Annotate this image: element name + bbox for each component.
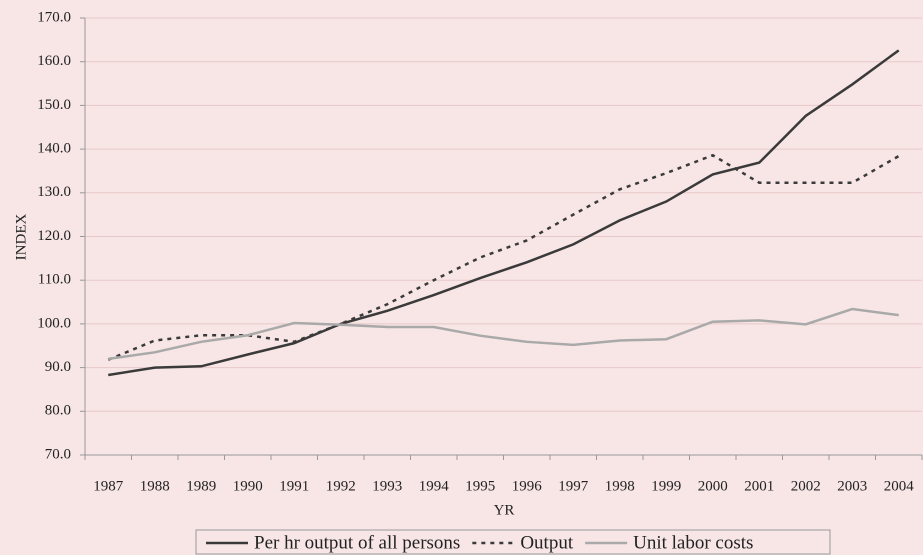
- x-tick-label: 2004: [884, 478, 915, 494]
- y-tick-label: 140.0: [37, 141, 71, 157]
- y-tick-label: 80.0: [45, 403, 71, 419]
- legend-label: Unit labor costs: [633, 532, 753, 553]
- x-tick-label: 1990: [233, 478, 263, 494]
- y-tick-label: 170.0: [37, 9, 71, 25]
- y-tick-label: 70.0: [45, 446, 71, 462]
- x-tick-label: 1988: [140, 478, 170, 494]
- series-line: [108, 49, 900, 377]
- y-tick-label: 150.0: [37, 97, 71, 113]
- series-line: [107, 153, 900, 361]
- x-tick-label: 1994: [419, 478, 450, 494]
- x-tick-label: 1999: [651, 478, 681, 494]
- x-tick-label: 1995: [465, 478, 495, 494]
- x-tick-label: 1998: [605, 478, 635, 494]
- y-axis-title: INDEX: [13, 214, 29, 261]
- y-tick-label: 100.0: [37, 315, 71, 331]
- y-tick-label: 130.0: [37, 184, 71, 200]
- series-line: [108, 307, 899, 361]
- legend-label: Output: [520, 532, 574, 553]
- legend-box: [195, 529, 831, 555]
- x-tick-label: 2002: [791, 478, 821, 494]
- x-tick-label: 1996: [512, 478, 543, 494]
- x-tick-label: 2001: [744, 478, 774, 494]
- x-tick-label: 1989: [186, 478, 216, 494]
- x-tick-label: 2003: [837, 478, 867, 494]
- legend-label: Per hr output of all persons: [254, 532, 460, 553]
- x-axis-title: YR: [494, 502, 515, 518]
- y-tick-label: 110.0: [38, 272, 71, 288]
- y-tick-label: 120.0: [37, 228, 71, 244]
- x-tick-label: 1992: [326, 478, 356, 494]
- x-tick-label: 1997: [558, 478, 589, 494]
- y-tick-label: 90.0: [45, 359, 71, 375]
- x-tick-label: 1993: [372, 478, 402, 494]
- y-tick-label: 160.0: [37, 53, 71, 69]
- x-tick-label: 1987: [93, 478, 124, 494]
- x-tick-label: 1991: [279, 478, 309, 494]
- x-tick-label: 2000: [698, 478, 728, 494]
